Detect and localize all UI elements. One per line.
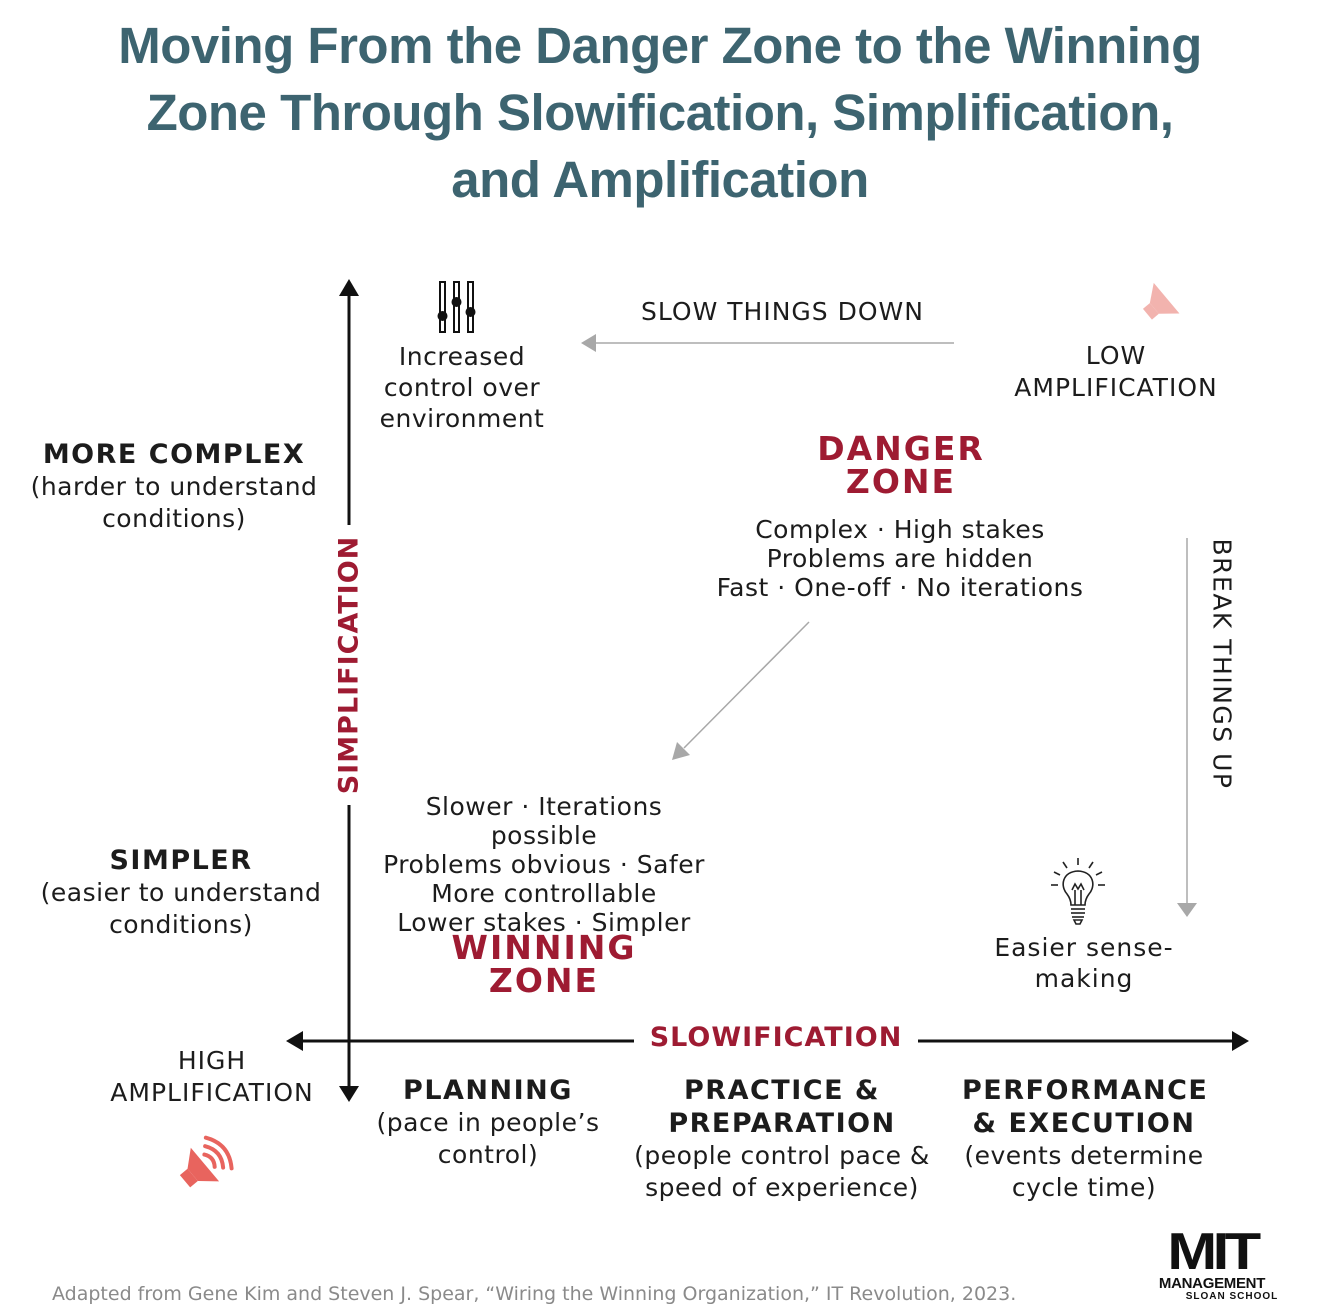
high-amplification-label: HIGH AMPLIFICATION bbox=[110, 1046, 314, 1107]
break-things-up-label: BREAK THINGS UP bbox=[1207, 538, 1237, 790]
sliders-icon bbox=[437, 281, 476, 333]
danger-zone-description: Complex · High stakes Problems are hidde… bbox=[716, 515, 1084, 602]
more-complex-label: MORE COMPLEX (harder to understand condi… bbox=[30, 439, 318, 533]
lightbulb-icon bbox=[1051, 858, 1105, 925]
vertical-axis-arrowhead-down bbox=[339, 1086, 359, 1102]
danger-to-winning-arrow bbox=[683, 621, 810, 749]
horizontal-axis-arrowhead-right bbox=[1232, 1031, 1249, 1051]
low-amplification-label: LOW AMPLIFICATION bbox=[1014, 341, 1218, 402]
vertical-axis-arrowhead-up bbox=[339, 279, 359, 296]
danger-zone-title: DANGER ZONE bbox=[817, 429, 985, 501]
simplification-axis-label: SIMPLIFICATION bbox=[333, 535, 365, 795]
speaker-loud-icon bbox=[179, 1135, 234, 1188]
break-up-arrowhead bbox=[1177, 903, 1197, 917]
winning-zone-title: WINNING ZONE bbox=[451, 928, 637, 1000]
slowification-axis-label: SLOWIFICATION bbox=[649, 1022, 903, 1053]
phase-planning: PLANNING (pace in people’s control) bbox=[376, 1075, 600, 1169]
winning-zone-description: Slower · Iterations possible Problems ob… bbox=[383, 792, 705, 937]
horizontal-axis-arrowhead-left bbox=[286, 1031, 303, 1051]
increased-control-label: Increased control over environment bbox=[379, 342, 545, 433]
phase-practice-preparation: PRACTICE & PREPARATION (people control p… bbox=[634, 1075, 930, 1202]
mit-sloan-logo: MIT MANAGEMENT SLOAN SCHOOL bbox=[1158, 1223, 1279, 1302]
page-title: Moving From the Danger Zone to the Winni… bbox=[118, 17, 1202, 208]
speaker-quiet-icon bbox=[1142, 282, 1180, 320]
slow-down-arrowhead bbox=[581, 334, 596, 352]
easier-sensemaking-label: Easier sense- making bbox=[994, 933, 1174, 993]
danger-to-winning-arrowhead bbox=[672, 742, 690, 760]
slow-things-down-label: SLOW THINGS DOWN bbox=[641, 297, 924, 326]
phase-performance-execution: PERFORMANCE & EXECUTION (events determin… bbox=[962, 1075, 1209, 1202]
simpler-label: SIMPLER (easier to understand conditions… bbox=[40, 845, 322, 939]
source-credit: Adapted from Gene Kim and Steven J. Spea… bbox=[52, 1283, 1017, 1305]
